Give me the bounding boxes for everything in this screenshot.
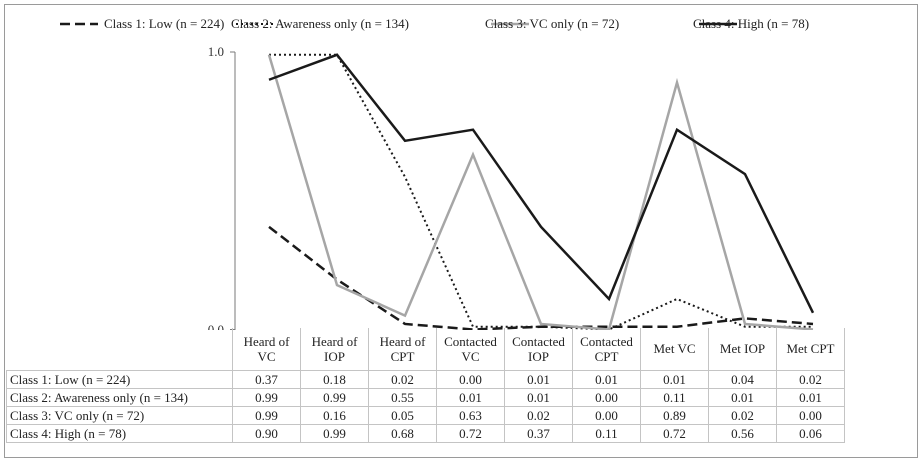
x-tick-label-line: Heard of (243, 333, 290, 349)
data-label: 0.00 (572, 387, 641, 407)
data-label: 0.01 (504, 387, 573, 407)
data-label: 0.99 (300, 387, 369, 407)
x-tick-label-line: Met VC (653, 341, 696, 357)
data-label: 0.00 (776, 405, 845, 425)
data-label: 0.11 (572, 423, 641, 443)
x-tick-label-line: Met CPT (786, 341, 835, 357)
data-label: 0.11 (640, 387, 709, 407)
x-tick-label-contacted-iop: Contacted IOP (504, 328, 573, 371)
data-label: 0.68 (368, 423, 437, 443)
data-label: 0.16 (300, 405, 369, 425)
data-label: 0.90 (232, 423, 301, 443)
data-label: 0.56 (708, 423, 777, 443)
y-tick-label-bottom: 0.0 (208, 322, 224, 330)
x-tick-label-line: IOP (324, 348, 345, 364)
x-tick-label-line: Contacted (580, 333, 633, 349)
x-tick-label-line: Contacted (512, 333, 565, 349)
x-tick-label-line: CPT (390, 348, 415, 364)
data-label: 0.99 (232, 405, 301, 425)
data-label: 0.06 (776, 423, 845, 443)
x-tick-label-line: Heard of (379, 333, 426, 349)
data-label: 0.00 (436, 369, 505, 389)
data-label: 0.99 (232, 387, 301, 407)
data-label: 0.37 (232, 369, 301, 389)
table-header-row: Heard of VC Heard of IOP Heard of CPT Contacte… (6, 328, 845, 371)
x-tick-label-met-cpt: Met CPT (776, 328, 845, 371)
data-label: 0.63 (436, 405, 505, 425)
data-label: 0.02 (504, 405, 573, 425)
data-label: 0.02 (368, 369, 437, 389)
data-label: 0.72 (640, 423, 709, 443)
data-label: 0.01 (504, 369, 573, 389)
series-line-class-4 (268, 53, 815, 314)
data-label: 0.01 (640, 369, 709, 389)
x-tick-label-line: VC (257, 348, 276, 364)
x-tick-label-line: Heard of (311, 333, 358, 349)
data-label: 0.72 (436, 423, 505, 443)
data-label: 0.37 (504, 423, 573, 443)
x-tick-label-line: IOP (528, 348, 549, 364)
data-label: 0.01 (436, 387, 505, 407)
x-tick-label-contacted-vc: Contacted VC (436, 328, 505, 371)
x-tick-label-met-iop: Met IOP (708, 328, 777, 371)
data-label: 0.04 (708, 369, 777, 389)
table-row-label: Class 2: Awareness only (n = 134) (6, 387, 233, 407)
series-line-class-2 (269, 53, 813, 330)
chart-frame (4, 4, 918, 458)
data-table: Heard of VC Heard of IOP Heard of CPT Contacte… (6, 328, 845, 443)
data-label: 0.89 (640, 405, 709, 425)
legend-label-class-4: Class 4: High (n = 78) (693, 16, 809, 31)
table-row: Class 3: VC only (n = 72) 0.99 0.16 0.05 0.6… (6, 405, 845, 425)
series-line-class-3 (267, 54, 814, 330)
x-tick-label-line: Met IOP (719, 341, 766, 357)
data-label: 0.00 (572, 405, 641, 425)
x-tick-label-met-vc: Met VC (640, 328, 709, 371)
y-tick-label-top: 1.0 (208, 44, 224, 59)
line-chart: Class 1: Low (n = 224) Class 2: Awareness… (60, 16, 815, 330)
table-corner-cell (6, 328, 233, 371)
legend-label-class-1: Class 1: Low (n = 224) (104, 16, 224, 31)
data-label: 0.99 (300, 423, 369, 443)
table-row: Class 2: Awareness only (n = 134) 0.99 0.9… (6, 387, 845, 407)
x-tick-label-heard-of-vc: Heard of VC (232, 328, 301, 371)
data-label: 0.55 (368, 387, 437, 407)
legend-label-class-2: Class 2: Awareness only (n = 134) (231, 16, 409, 31)
x-tick-label-line: CPT (594, 348, 619, 364)
table-row-label: Class 1: Low (n = 224) (6, 369, 233, 389)
table-row: Class 4: High (n = 78) 0.90 0.99 0.68 0.72 0.… (6, 423, 845, 443)
x-tick-label-heard-of-iop: Heard of IOP (300, 328, 369, 371)
x-tick-label-heard-of-cpt: Heard of CPT (368, 328, 437, 371)
data-label: 0.01 (708, 387, 777, 407)
data-label: 0.02 (708, 405, 777, 425)
x-tick-label-line: VC (461, 348, 480, 364)
table-row-label: Class 3: VC only (n = 72) (6, 405, 233, 425)
table-row: Class 1: Low (n = 224) 0.37 0.18 0.02 0.00 0.… (6, 369, 845, 389)
data-label: 0.01 (572, 369, 641, 389)
data-label: 0.18 (300, 369, 369, 389)
legend: Class 1: Low (n = 224) Class 2: Awareness… (60, 16, 809, 31)
legend-label-class-3: Class 3: VC only (n = 72) (485, 16, 619, 31)
plot-area (267, 53, 815, 330)
data-label: 0.05 (368, 405, 437, 425)
data-label: 0.02 (776, 369, 845, 389)
x-tick-label-line: Contacted (444, 333, 497, 349)
data-label: 0.01 (776, 387, 845, 407)
table-row-label: Class 4: High (n = 78) (6, 423, 233, 443)
x-tick-label-contacted-cpt: Contacted CPT (572, 328, 641, 371)
axes: 1.0 0.0 (208, 44, 236, 330)
